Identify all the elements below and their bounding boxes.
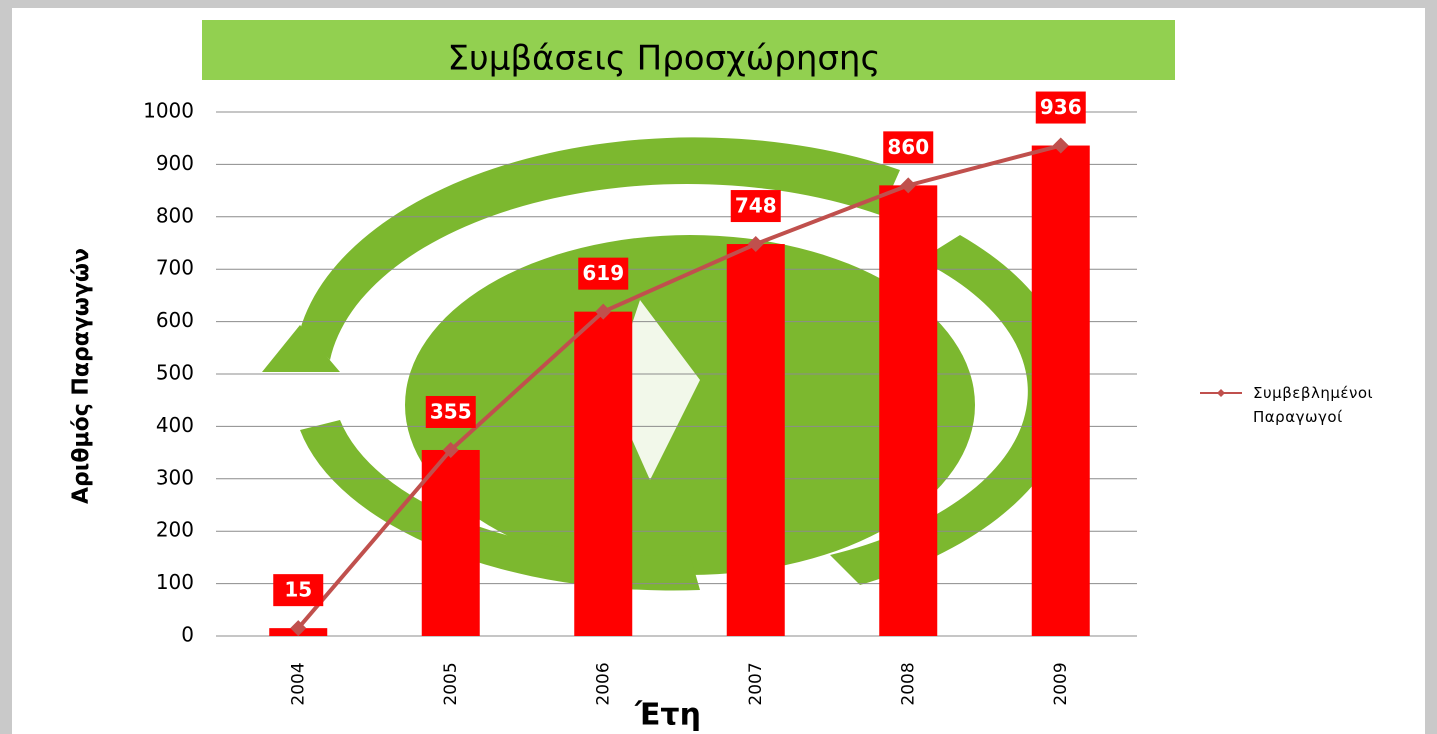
data-label: 15 — [284, 578, 312, 602]
bar — [879, 185, 937, 636]
data-label: 936 — [1040, 95, 1082, 119]
data-label: 619 — [582, 261, 624, 285]
chart-title: Συμβάσεις Προσχώρησης — [448, 39, 881, 79]
x-tick-label: 2007 — [746, 662, 766, 705]
y-tick-label: 800 — [156, 203, 194, 227]
x-tick-label: 2005 — [441, 662, 461, 705]
bar — [727, 244, 785, 636]
y-tick-label: 700 — [156, 256, 194, 280]
x-tick-label: 2006 — [593, 662, 613, 705]
x-tick-label: 2004 — [288, 662, 308, 705]
x-axis-title: Έτη — [634, 698, 701, 733]
bar — [1032, 146, 1090, 636]
x-tick-label: 2009 — [1051, 662, 1071, 705]
y-tick-label: 200 — [156, 518, 194, 542]
y-tick-label: 400 — [156, 413, 194, 437]
y-tick-label: 500 — [156, 361, 194, 385]
legend-label: Συμβεβλημένοι Παραγωγοί — [1253, 381, 1393, 429]
data-label: 355 — [430, 399, 472, 423]
chart: Συμβάσεις Προσχώρησης Έτη Αριθμός Παραγω… — [0, 0, 1437, 734]
x-tick-label: 2008 — [898, 662, 918, 705]
y-tick-label: 1000 — [143, 99, 194, 123]
y-tick-label: 300 — [156, 465, 194, 489]
y-axis-title: Αριθμός Παραγωγών — [69, 248, 94, 504]
y-tick-label: 900 — [156, 151, 194, 175]
y-tick-label: 0 — [181, 623, 194, 647]
data-label: 860 — [887, 135, 929, 159]
y-tick-label: 100 — [156, 570, 194, 594]
y-tick-label: 600 — [156, 308, 194, 332]
bar — [574, 312, 632, 636]
bar — [422, 450, 480, 636]
data-label: 748 — [735, 194, 777, 218]
